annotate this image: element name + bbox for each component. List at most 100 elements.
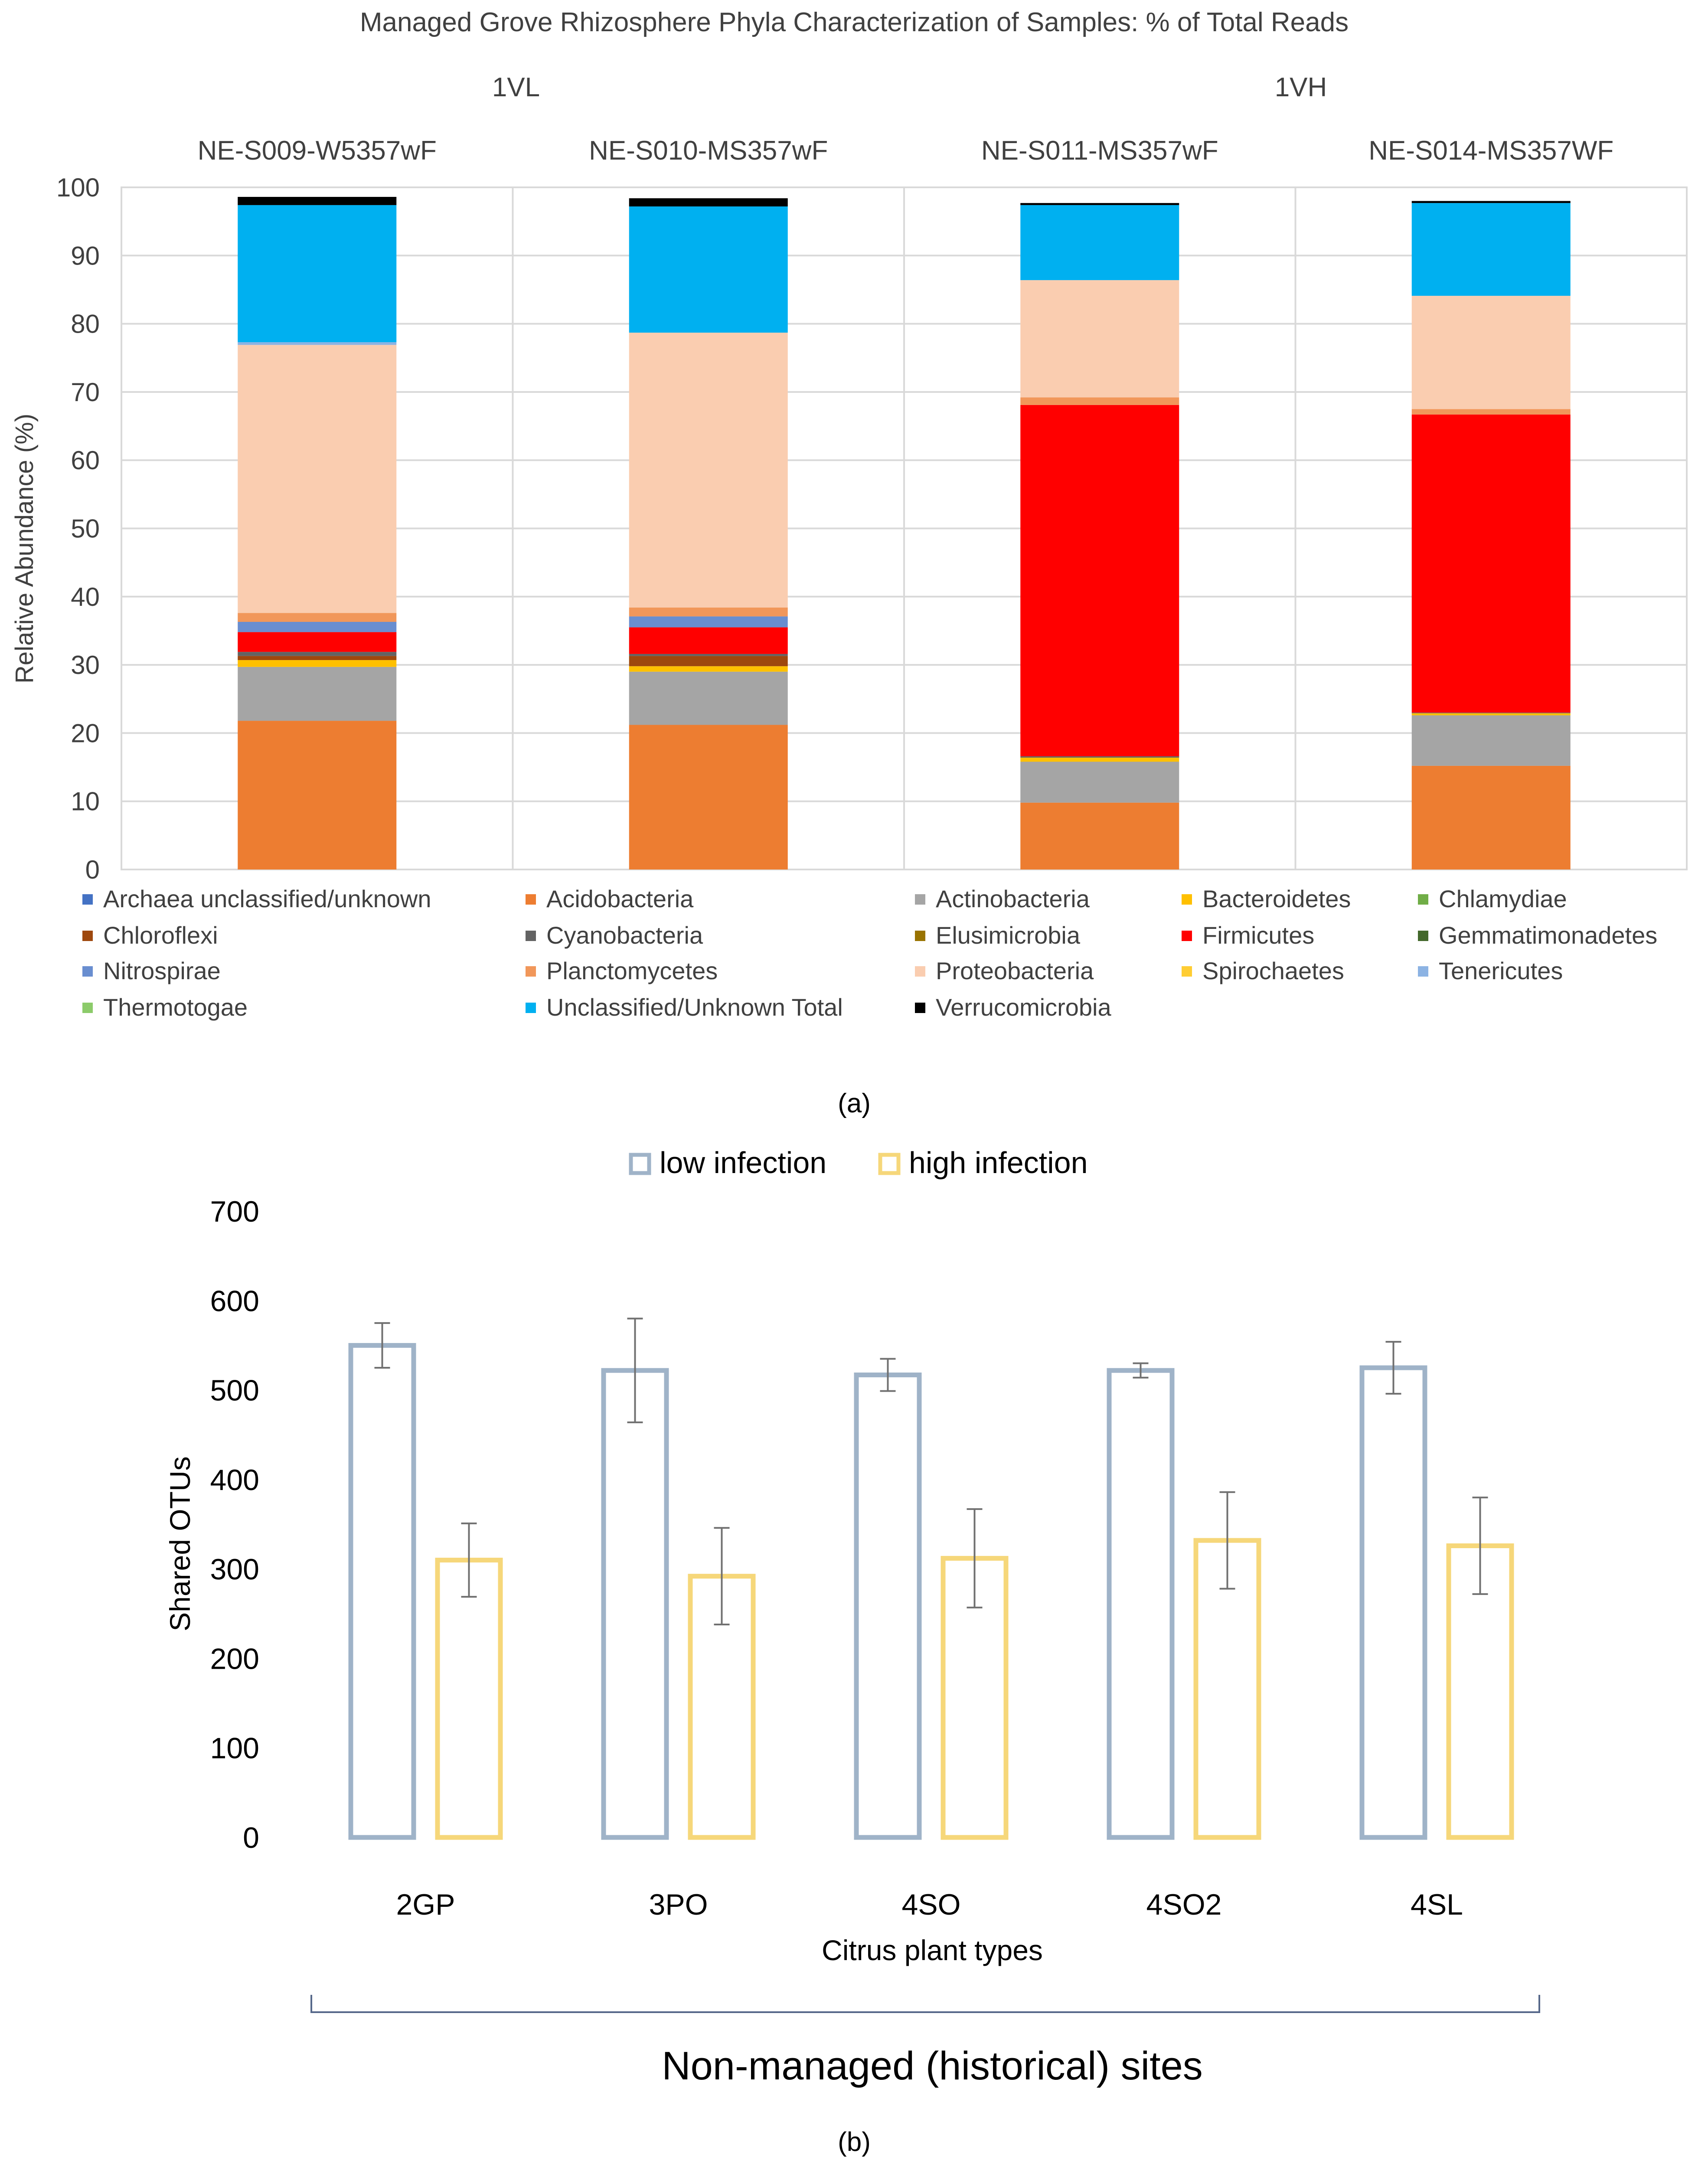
chart-a-title: Managed Grove Rhizosphere Phyla Characte…	[360, 7, 1349, 37]
y-tick-label: 70	[71, 378, 100, 407]
legend-label: Nitrospirae	[103, 957, 221, 984]
legend-label: high infection	[909, 1146, 1088, 1180]
x-axis-label: Citrus plant types	[822, 1934, 1043, 1966]
bar-segment-proteobacteria	[238, 345, 397, 613]
legend-label: Elusimicrobia	[936, 922, 1081, 949]
error-bar	[714, 1527, 730, 1626]
bar-segment-firmicutes	[1020, 405, 1179, 756]
y-tick-label: 600	[210, 1285, 259, 1317]
legend-label: Firmicutes	[1202, 922, 1314, 949]
bar-segment-planctomycetes	[1020, 397, 1179, 405]
y-tick-label: 40	[71, 582, 100, 611]
legend-swatch-elusimicrobia	[915, 931, 925, 941]
x-tick-label: 4SL	[1411, 1888, 1463, 1921]
y-tick-labels: 0 100 200 300 400 500 600 700	[210, 1195, 259, 1854]
y-tick-label: 200	[210, 1642, 259, 1675]
y-tick-label: 90	[71, 241, 100, 270]
y-axis-label: Shared OTUs	[164, 1456, 196, 1631]
bar-segment-proteobacteria	[1020, 280, 1179, 398]
bracket-label: Non-managed (historical) sites	[662, 2044, 1203, 2088]
legend-swatch-gemmatimonadetes	[1418, 931, 1428, 941]
legend-label: Chlamydiae	[1439, 885, 1567, 912]
bar-segment-proteobacteria	[629, 333, 788, 608]
site-bracket	[310, 1995, 1540, 2013]
bar-segment-actinobacteria	[238, 667, 397, 721]
error-bar	[880, 1358, 896, 1392]
bars	[348, 1343, 1514, 1840]
legend-swatch-archaea-unclassified-unknown	[82, 894, 93, 905]
y-tick-label: 100	[210, 1732, 259, 1765]
bar-segment-nitrospirae	[629, 616, 788, 628]
bar-low-infection	[1359, 1365, 1427, 1840]
legend-label: Unclassified/Unknown Total	[546, 994, 843, 1021]
x-tick-label: 3PO	[649, 1888, 708, 1921]
legend-swatch-thermotogae	[82, 1003, 93, 1013]
bar-segment-unclassified-unknown-total	[1411, 203, 1571, 296]
legend-swatch-cyanobacteria	[526, 931, 536, 941]
bar-low-infection	[1107, 1368, 1175, 1840]
bar-segment-tenericutes	[238, 342, 397, 345]
sample-label: NE-S009-W5357wF	[198, 136, 437, 166]
y-tick-label: 0	[85, 855, 100, 884]
legend-swatch-proteobacteria	[915, 966, 925, 977]
bar-low-infection	[854, 1373, 922, 1840]
bar-segment-planctomycetes	[238, 613, 397, 622]
bar-segment-acidobacteria	[1411, 765, 1571, 869]
error-bar	[1133, 1362, 1149, 1379]
bar-segment-firmicutes	[1411, 414, 1571, 713]
legend-label: Thermotogae	[103, 994, 248, 1021]
legend-swatch-high-infection	[878, 1153, 901, 1175]
bar-segment-nitrospirae	[238, 622, 397, 632]
panel-a-stacked-bar-chart: Managed Grove Rhizosphere Phyla Characte…	[10, 7, 1688, 1118]
y-tick-label: 0	[243, 1821, 259, 1854]
bar-segment-firmicutes	[238, 632, 397, 652]
legend-label: Cyanobacteria	[546, 922, 703, 949]
legend-label: Planctomycetes	[546, 957, 718, 984]
y-tick-label: 100	[56, 173, 100, 202]
group-label-1vl: 1VL	[492, 72, 540, 102]
bar-segment-cyanobacteria	[1020, 756, 1179, 758]
sample-label: NE-S011-MS357wF	[981, 136, 1218, 166]
legend-swatch-nitrospirae	[82, 966, 93, 977]
y-tick-label: 500	[210, 1374, 259, 1407]
error-bars	[374, 1317, 1488, 1626]
error-bar	[461, 1522, 477, 1598]
y-tick-label: 80	[71, 310, 100, 339]
legend-label: Gemmatimonadetes	[1439, 922, 1657, 949]
legend-swatch-chlamydiae	[1418, 894, 1428, 905]
legend-swatch-tenericutes	[1418, 966, 1428, 977]
bar-segment-planctomycetes	[1411, 409, 1571, 415]
legend-label: Bacteroidetes	[1202, 885, 1351, 912]
legend-swatch-chloroflexi	[82, 931, 93, 941]
legend-swatch-firmicutes	[1182, 931, 1192, 941]
sample-labels: NE-S009-W5357wF NE-S010-MS357wF NE-S011-MS…	[198, 136, 1614, 166]
error-bar	[1385, 1341, 1401, 1395]
y-tick-label: 300	[210, 1553, 259, 1586]
bar-segment-actinobacteria	[1020, 762, 1179, 803]
bar-segment-chloroflexi	[238, 656, 397, 660]
y-axis-label: Relative Abundance (%)	[10, 414, 39, 683]
x-tick-labels: 2GP 3PO 4SO 4SO2 4SL	[396, 1888, 1463, 1921]
legend-label: Verrucomicrobia	[936, 994, 1111, 1021]
bar-segment-acidobacteria	[238, 721, 397, 869]
error-bar	[967, 1508, 983, 1608]
legend-swatch-planctomycetes	[526, 966, 536, 977]
y-tick-label: 10	[71, 787, 100, 816]
panel-b-bar-chart: low infection high infection 0 100 200 300 40…	[164, 1146, 1540, 2157]
legend-label: Tenericutes	[1439, 957, 1563, 984]
bar-segment-planctomycetes	[629, 607, 788, 617]
error-bar	[1472, 1497, 1488, 1595]
bar-segment-bacteroidetes	[1411, 713, 1571, 716]
bar-segment-firmicutes	[629, 627, 788, 654]
bar-segment-bacteroidetes	[629, 666, 788, 672]
legend-swatch-unclassified-unknown-total	[526, 1003, 536, 1013]
y-tick-label: 400	[210, 1464, 259, 1497]
legend-swatch-spirochaetes	[1182, 966, 1192, 977]
bar-segment-chloroflexi	[629, 656, 788, 667]
bar-segment-verrucomicrobia	[1411, 201, 1571, 203]
x-tick-label: 4SO2	[1146, 1888, 1222, 1921]
bar-segment-actinobacteria	[629, 671, 788, 725]
legend-label: Spirochaetes	[1202, 957, 1344, 984]
bar-segment-acidobacteria	[629, 725, 788, 869]
